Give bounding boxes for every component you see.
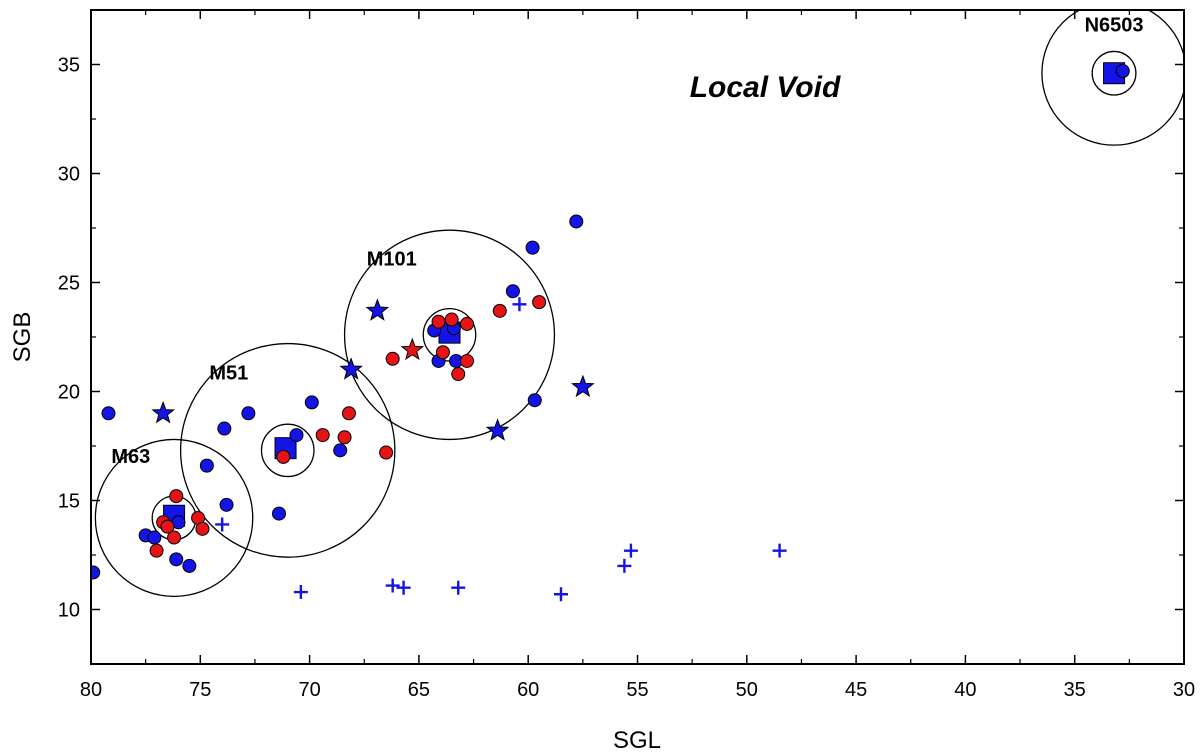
plus-point bbox=[623, 543, 638, 558]
x-tick-label: 50 bbox=[736, 679, 758, 701]
circle-point bbox=[451, 367, 466, 382]
group-label: N6503 bbox=[1085, 14, 1144, 36]
void-annotation: Local Void bbox=[690, 71, 841, 104]
group-circle-inner bbox=[260, 423, 315, 478]
circle-point bbox=[149, 543, 164, 558]
x-tick-label: 70 bbox=[298, 679, 320, 701]
circle-point bbox=[271, 506, 286, 521]
circle-point bbox=[315, 428, 330, 443]
plus-point bbox=[396, 580, 411, 595]
circle-point bbox=[333, 443, 348, 458]
group-circle-outer bbox=[343, 229, 556, 441]
circle-point bbox=[169, 552, 184, 567]
plus-point bbox=[617, 558, 632, 573]
circle-point bbox=[569, 214, 584, 229]
circle-point bbox=[199, 458, 214, 473]
circle-point bbox=[1115, 64, 1130, 79]
circle-point bbox=[289, 428, 304, 443]
circle-point bbox=[195, 521, 210, 536]
x-axis-title: SGL bbox=[613, 727, 661, 754]
y-tick-label: 15 bbox=[58, 491, 80, 513]
group-label: M63 bbox=[111, 446, 150, 468]
plot-frame bbox=[90, 9, 1185, 665]
x-tick-label: 60 bbox=[517, 679, 539, 701]
x-tick-label: 30 bbox=[1173, 679, 1195, 701]
y-tick-label: 30 bbox=[58, 164, 80, 186]
circle-point bbox=[492, 303, 507, 318]
circle-point bbox=[379, 445, 394, 460]
circle-point bbox=[101, 406, 116, 421]
plus-point bbox=[553, 587, 568, 602]
plus-point bbox=[772, 543, 787, 558]
circle-point bbox=[219, 497, 234, 512]
circle-point bbox=[435, 345, 450, 360]
y-axis-title: SGB bbox=[9, 312, 36, 363]
x-tick-label: 35 bbox=[1064, 679, 1086, 701]
star-point bbox=[485, 418, 510, 441]
axis-ticks: 80 75 70 65 60 55 50 45 40 35 30 10 15 20 25 30 35 bbox=[58, 9, 1195, 701]
circle-point bbox=[147, 530, 162, 545]
circle-point bbox=[341, 406, 356, 421]
star-point bbox=[400, 337, 425, 361]
y-tick-label: 10 bbox=[58, 600, 80, 622]
circle-point bbox=[276, 449, 291, 464]
star-point bbox=[339, 357, 363, 380]
x-tick-label: 45 bbox=[845, 679, 867, 701]
circle-point bbox=[459, 353, 474, 368]
group-circle-outer bbox=[94, 438, 254, 598]
x-tick-label: 40 bbox=[954, 679, 976, 701]
x-tick-label: 55 bbox=[626, 679, 648, 701]
group-circle-inner bbox=[1091, 50, 1137, 96]
circle-point bbox=[182, 558, 197, 573]
circle-point bbox=[241, 406, 256, 421]
y-tick-label: 20 bbox=[58, 382, 80, 404]
y-tick-label: 35 bbox=[58, 55, 80, 77]
circle-point bbox=[160, 519, 175, 534]
circle-point bbox=[337, 430, 352, 445]
circle-point bbox=[167, 530, 182, 545]
star-point bbox=[571, 374, 595, 398]
plus-point bbox=[215, 517, 230, 532]
group-circle-outer bbox=[179, 342, 396, 558]
group-circles bbox=[94, 10, 1184, 598]
data-points bbox=[91, 62, 1130, 602]
plus-point bbox=[385, 578, 400, 593]
group-label: M51 bbox=[209, 363, 248, 385]
circle-point bbox=[532, 295, 547, 310]
x-tick-label: 75 bbox=[189, 679, 211, 701]
group-label: M101 bbox=[367, 248, 417, 270]
y-tick-label: 25 bbox=[58, 273, 80, 295]
circle-point bbox=[505, 284, 520, 299]
plus-point bbox=[512, 297, 527, 312]
circle-point bbox=[217, 421, 232, 436]
plus-point bbox=[293, 585, 308, 600]
circle-point bbox=[91, 565, 101, 580]
circle-point bbox=[459, 316, 474, 331]
star-point bbox=[151, 400, 175, 424]
circle-point bbox=[527, 393, 542, 408]
plus-point bbox=[451, 580, 466, 595]
group-labels: M63 M51 M101 N6503 bbox=[111, 14, 1143, 467]
circle-point bbox=[431, 314, 446, 329]
circle-point bbox=[304, 395, 319, 410]
circle-point bbox=[444, 312, 459, 327]
circle-point bbox=[169, 489, 184, 504]
group-circle-outer bbox=[1041, 10, 1184, 146]
circle-point bbox=[385, 351, 400, 366]
x-tick-label: 65 bbox=[408, 679, 430, 701]
circle-point bbox=[525, 240, 540, 255]
x-tick-label: 80 bbox=[80, 679, 102, 701]
star-point bbox=[365, 298, 390, 321]
